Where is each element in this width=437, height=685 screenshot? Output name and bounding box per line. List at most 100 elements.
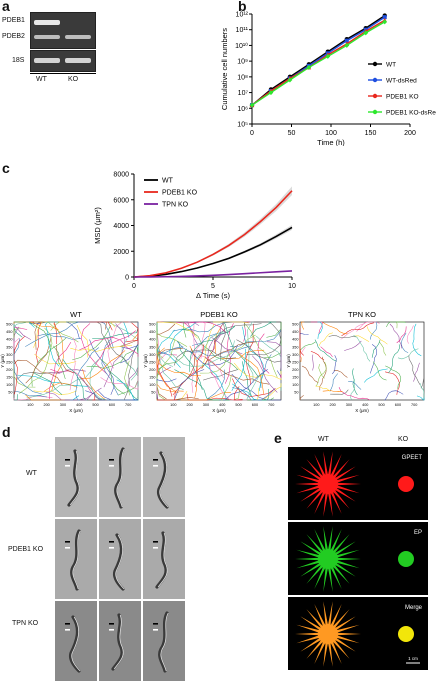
marker-white-arrow	[153, 629, 158, 631]
trajectory	[56, 344, 75, 374]
track-x-tick-label: 300	[203, 403, 209, 407]
band-wt-18s	[34, 58, 60, 63]
y-tick-label: 10¹²	[236, 12, 249, 19]
colony-svg: GPEET	[295, 451, 423, 517]
trajectory	[299, 395, 304, 401]
cell-highlight	[113, 614, 124, 670]
x-tick-label: 150	[365, 130, 377, 137]
legend-swatch-marker	[372, 109, 378, 115]
series-line-1	[133, 190, 293, 278]
cell-body	[67, 449, 80, 507]
track-y-tick-label: 300	[149, 353, 155, 357]
track-y-tick-label: 150	[292, 376, 298, 380]
legend-label: WT	[386, 62, 396, 69]
y-tick-label: 10⁶	[237, 106, 248, 113]
trajectory	[318, 364, 325, 379]
series-line-2	[133, 270, 293, 278]
cell-highlight	[72, 530, 81, 590]
trajectory	[157, 390, 178, 401]
trajectory	[101, 338, 119, 396]
row-label-wt: WT	[26, 470, 37, 477]
trajectory	[219, 369, 268, 401]
trajectory	[223, 321, 259, 377]
track-x-tick-label: 500	[378, 403, 384, 407]
track-x-tick-label: 200	[329, 403, 335, 407]
trajectory	[203, 369, 238, 381]
track-y-tick-label: 200	[292, 368, 298, 372]
track-y-tick-label: 100	[6, 383, 12, 387]
track-x-axis-label: X (μm)	[212, 408, 226, 413]
track-x-tick-label: 600	[395, 403, 401, 407]
y-tick-label: 10⁵	[237, 122, 248, 129]
trajectory	[25, 394, 65, 401]
marker-white-arrow	[109, 547, 114, 549]
panel-b-label: b	[238, 0, 247, 14]
x-tick-label: 0	[250, 130, 254, 137]
track-x-tick-label: 200	[43, 403, 49, 407]
trajectory	[170, 340, 235, 367]
trajectory	[247, 321, 254, 383]
track-x-tick-label: 700	[125, 403, 131, 407]
trajectory	[328, 335, 357, 338]
trajectory	[236, 351, 264, 395]
trajectory	[156, 378, 177, 383]
track-y-tick-label: 350	[292, 345, 298, 349]
trajectory	[385, 371, 400, 395]
band-wt-pdeb2	[34, 35, 60, 39]
trajectory	[14, 394, 18, 401]
cell-highlight	[159, 452, 169, 508]
trajectory	[322, 390, 343, 393]
cell-highlight	[115, 534, 125, 590]
track-y-tick-label: 500	[149, 323, 155, 327]
marker-black-arrow	[109, 459, 114, 461]
track-y-tick-label: 200	[6, 368, 12, 372]
track-x-tick-label: 600	[109, 403, 115, 407]
trajectory	[156, 338, 176, 401]
trajectory	[266, 322, 282, 338]
trajectory	[413, 362, 420, 382]
trypanosome-cell	[109, 533, 125, 591]
trajectory	[276, 370, 282, 384]
series-error-band-0	[134, 224, 292, 277]
y-axis-label: Cumulative cell numbers	[220, 28, 229, 110]
msd-chart: 0 2000 4000 6000 8000 0 5 10 Δ Time (s) MSD (μm²)…	[93, 172, 296, 301]
cell-body	[111, 613, 124, 671]
trajectory	[103, 323, 126, 388]
trajectory	[169, 348, 196, 389]
micrograph-cell	[142, 600, 186, 682]
micrograph-cell	[54, 600, 98, 682]
track-x-tick-label: 400	[219, 403, 225, 407]
track-y-tick-label: 100	[149, 383, 155, 387]
trajectory	[322, 321, 348, 334]
track-x-axis-label: X (μm)	[69, 408, 83, 413]
trajectory	[156, 330, 164, 359]
x-tick-label: 5	[211, 283, 215, 290]
track-y-tick-label: 450	[6, 330, 12, 334]
trajectory	[80, 350, 126, 379]
trajectory	[189, 345, 199, 398]
trajectory	[340, 321, 367, 340]
trypanosome-cell	[109, 447, 125, 509]
track-y-axis-label: Y (μm)	[143, 354, 148, 368]
colony-svg: EP	[295, 526, 422, 592]
channel-label: GPEET	[402, 455, 423, 461]
trajectory	[195, 344, 205, 388]
track-plot-tpn-ko: TPN KO 100 200 300 400 500 600 700 50 100 150 200 25…	[286, 310, 425, 413]
trajectory	[371, 339, 381, 358]
trajectory	[310, 351, 325, 361]
y-tick-label: 2000	[113, 249, 129, 256]
trypanosome-cell	[65, 449, 80, 507]
trajectory	[389, 323, 403, 349]
track-y-tick-label: 500	[292, 323, 298, 327]
data-point	[344, 38, 349, 43]
track-plot-frame	[13, 321, 139, 401]
trajectory	[176, 341, 252, 357]
trajectory	[13, 335, 26, 395]
trajectory	[416, 395, 425, 401]
trajectory	[13, 395, 53, 401]
marker-black-arrow	[153, 623, 158, 625]
trajectory	[121, 338, 139, 400]
trajectory	[320, 346, 333, 358]
fluorescence-panel-ep: EP	[288, 522, 428, 595]
marker-black-arrow	[153, 541, 158, 543]
